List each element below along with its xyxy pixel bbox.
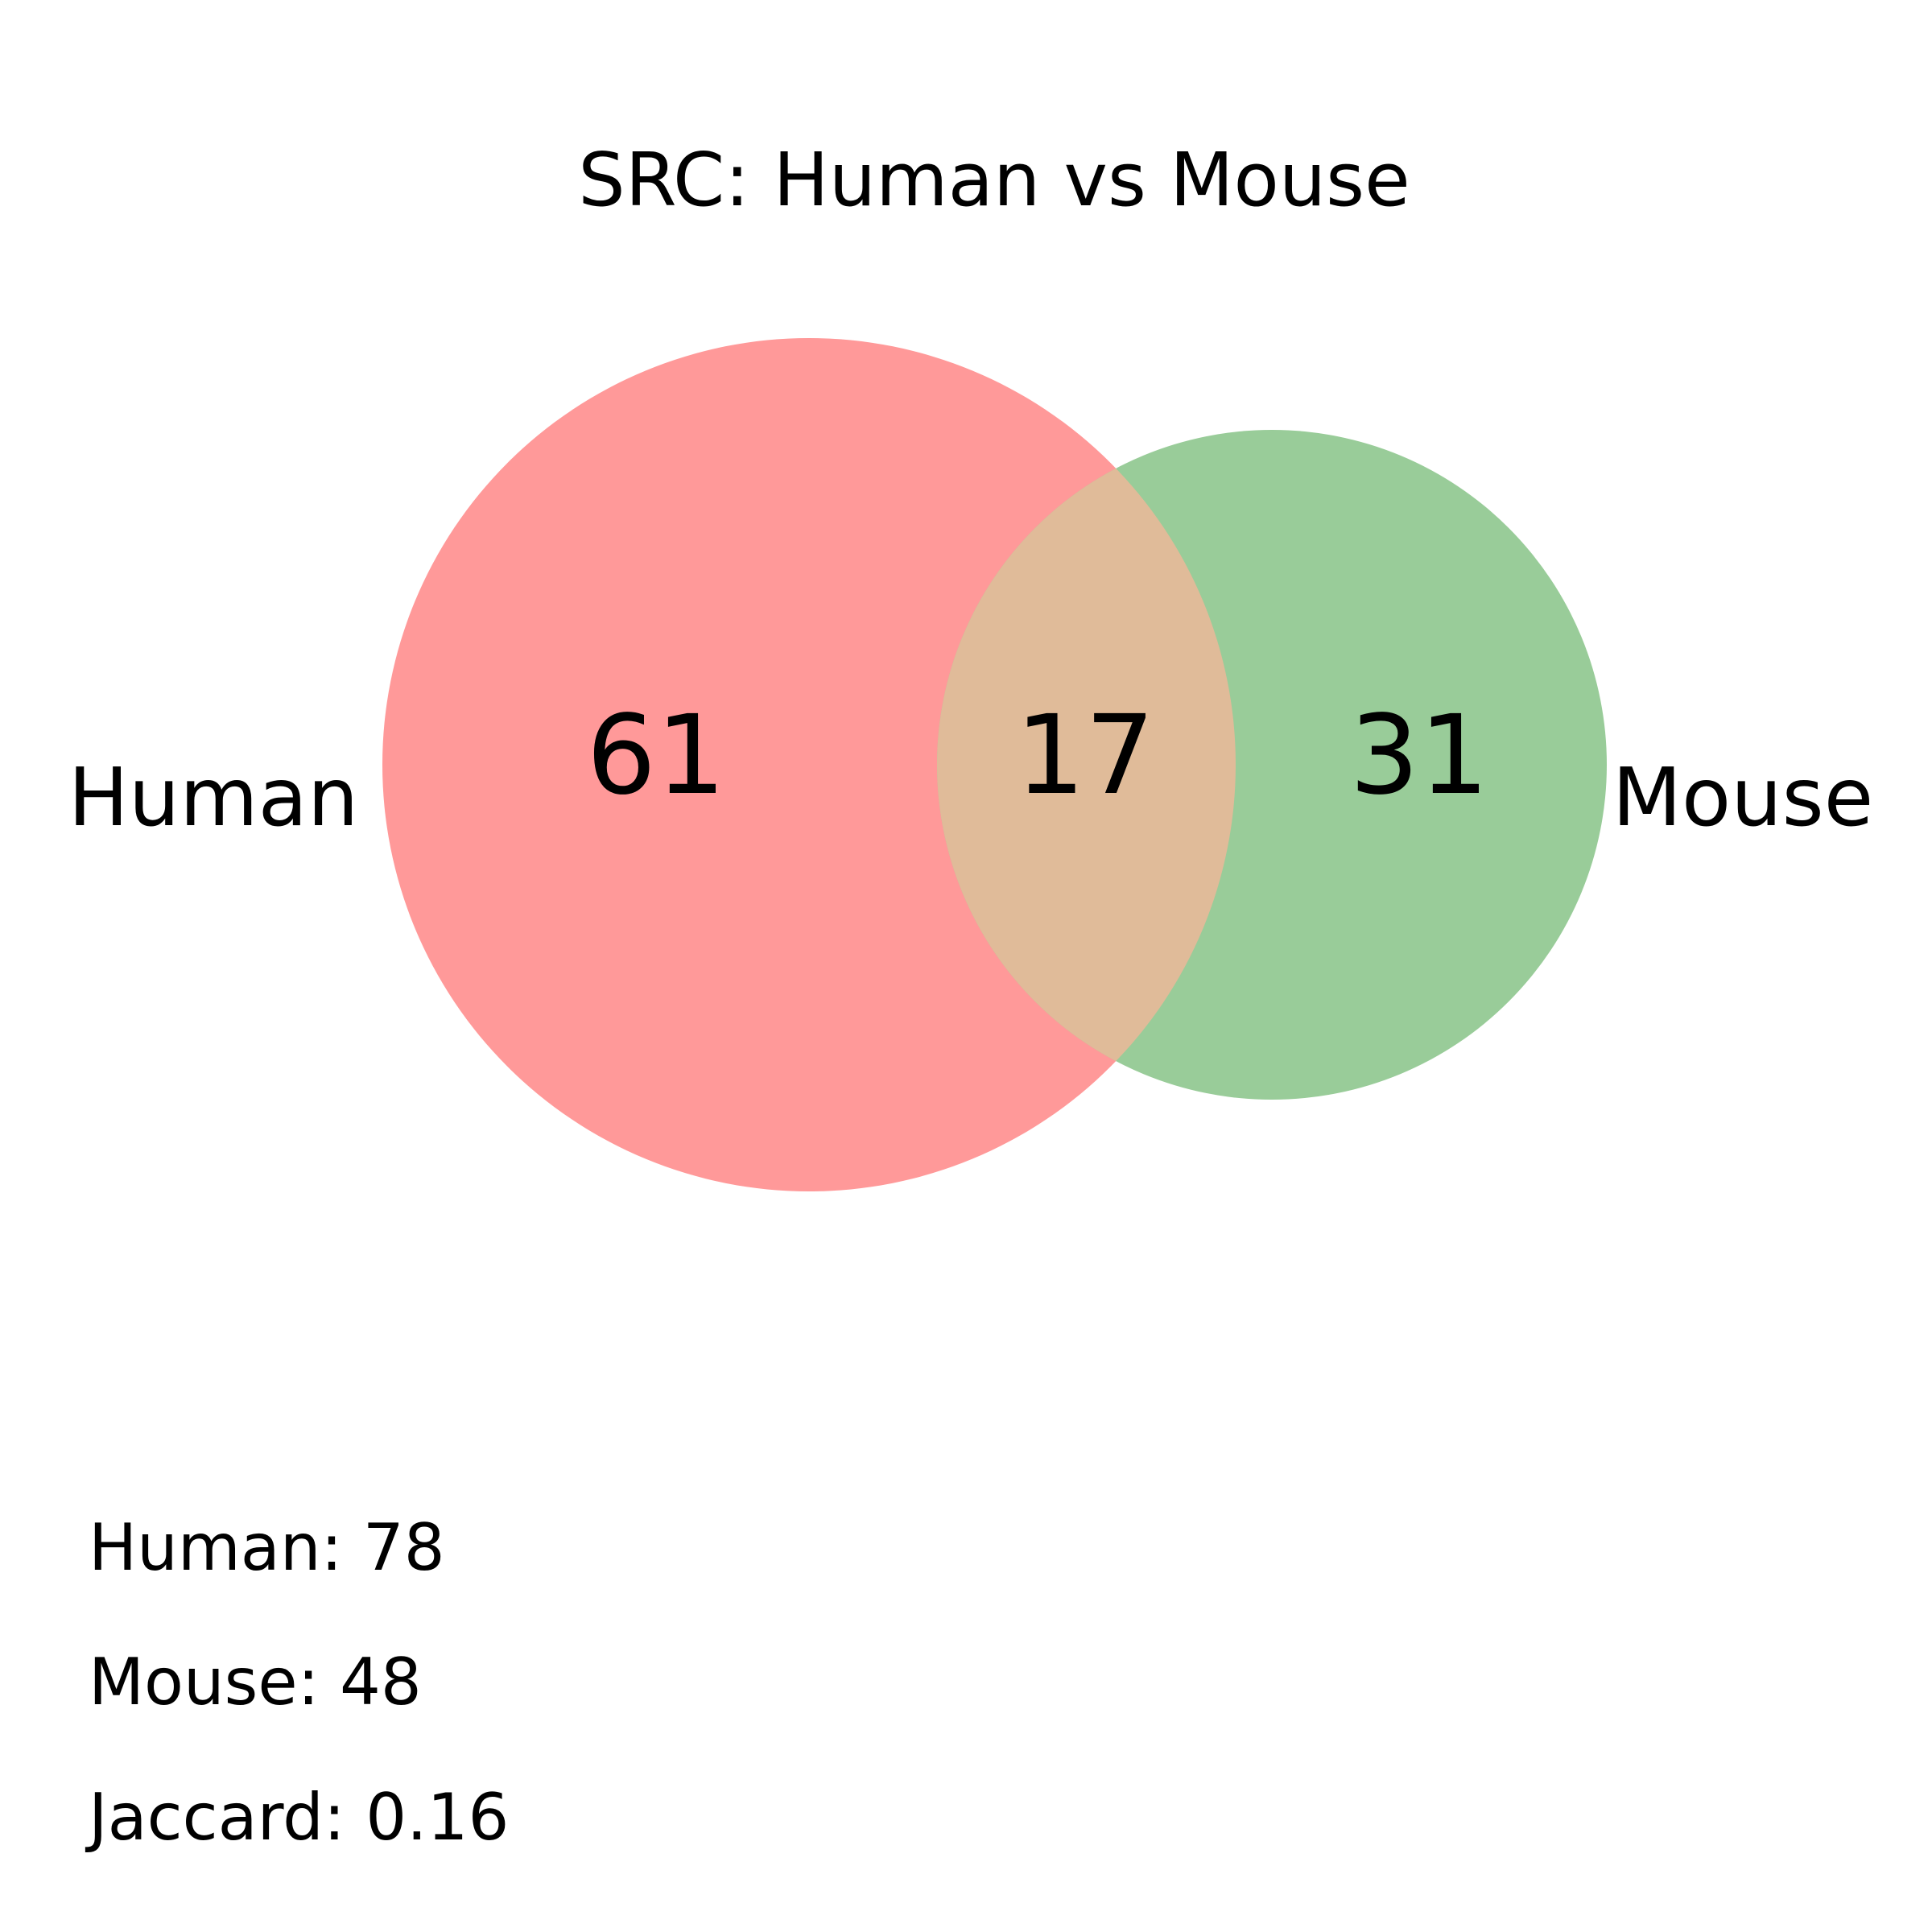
set-label-human: Human	[68, 750, 359, 844]
intersection-region	[937, 430, 1236, 1100]
region-label-intersection: 17	[1015, 692, 1154, 819]
stat-human-size: Human: 78	[89, 1510, 445, 1585]
region-label-human-only: 61	[586, 692, 725, 819]
set-label-mouse: Mouse	[1612, 750, 1873, 844]
chart-title: SRC: Human vs Mouse	[578, 137, 1410, 223]
stat-mouse-size: Mouse: 48	[89, 1645, 422, 1719]
region-label-mouse-only: 31	[1349, 692, 1488, 819]
stat-jaccard: Jaccard: 0.16	[85, 1780, 509, 1855]
